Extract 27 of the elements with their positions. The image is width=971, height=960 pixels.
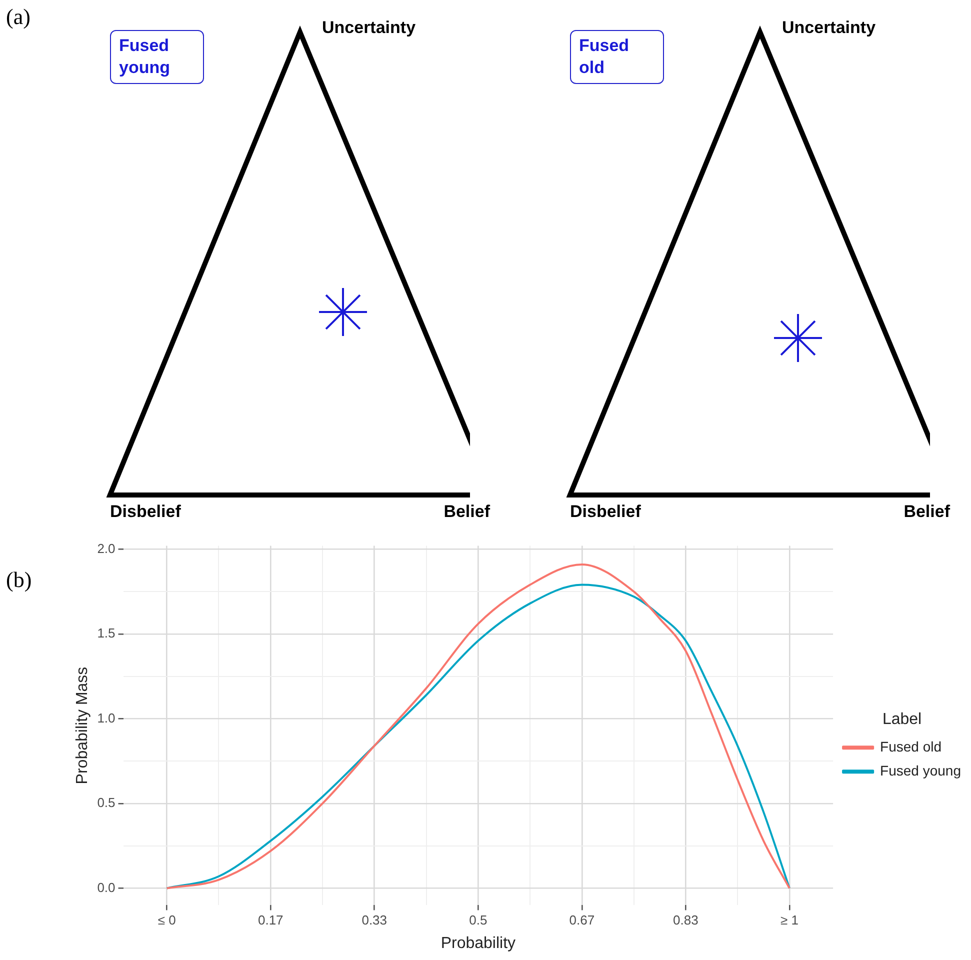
y-tick-label: 0.0 [97, 880, 116, 895]
x-tick-label: 0.83 [673, 912, 698, 928]
text: Belief [444, 502, 490, 522]
x-tick-label: ≥ 1 [780, 912, 798, 928]
x-tick-label: 0.17 [258, 912, 284, 928]
y-tick-label: 1.0 [97, 710, 116, 726]
x-tick-label: 0.33 [362, 912, 388, 928]
legend-title: Label [882, 710, 922, 728]
text: (b) [6, 567, 32, 593]
x-tick-label: ≤ 0 [158, 912, 176, 928]
text: Uncertainty [322, 18, 416, 38]
text: Fused old [570, 30, 664, 84]
y-axis-title: Probability Mass [74, 666, 92, 784]
text: Disbelief [110, 502, 181, 522]
text: Fused young [110, 30, 204, 84]
legend-label: Fused old [880, 738, 942, 754]
y-tick-label: 2.0 [97, 540, 116, 556]
y-tick-label: 0.5 [97, 795, 116, 810]
x-axis-title: Probability [440, 934, 516, 952]
text: Uncertainty [782, 18, 876, 38]
x-tick-label: 0.67 [569, 912, 595, 928]
y-tick-label: 1.5 [97, 626, 116, 641]
x-tick-label: 0.5 [469, 912, 488, 928]
text: (a) [6, 4, 30, 30]
legend-label: Fused young [880, 762, 962, 778]
text: Disbelief [570, 502, 641, 522]
text: Belief [904, 502, 950, 522]
